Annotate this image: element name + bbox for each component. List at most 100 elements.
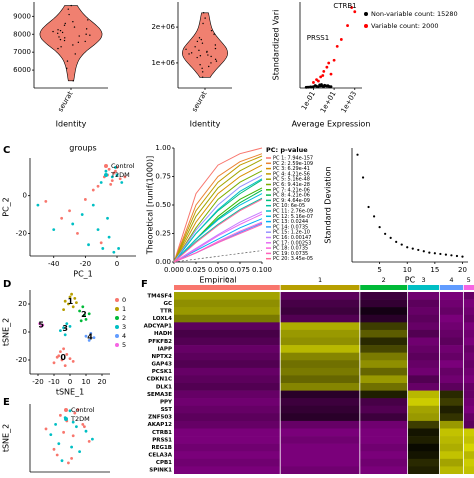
heat-cell bbox=[280, 405, 360, 414]
point bbox=[322, 69, 326, 73]
point bbox=[76, 408, 80, 412]
heat-cell bbox=[439, 405, 464, 414]
heat-cell bbox=[174, 352, 281, 361]
point bbox=[214, 47, 217, 50]
point bbox=[72, 21, 74, 23]
y-tick-label: 0.75 bbox=[155, 173, 171, 181]
point bbox=[389, 236, 392, 239]
point bbox=[84, 334, 88, 338]
heat-cell bbox=[407, 420, 440, 429]
heat-cell bbox=[359, 398, 408, 407]
heat-cell bbox=[280, 292, 360, 300]
heat-cell bbox=[359, 458, 408, 467]
point bbox=[70, 457, 73, 460]
point bbox=[199, 64, 201, 66]
heat-cell bbox=[463, 329, 474, 338]
legend-label: PC 6: 9.41e-28 bbox=[273, 182, 310, 188]
point bbox=[114, 166, 117, 169]
cluster-bar bbox=[439, 285, 464, 290]
gene-label: ADCYAP1 bbox=[144, 324, 173, 330]
point bbox=[361, 176, 365, 179]
heat-cell bbox=[359, 352, 408, 361]
heat-cell bbox=[463, 405, 474, 414]
y-tick-label: 1.00 bbox=[155, 144, 171, 152]
legend-marker bbox=[64, 417, 68, 421]
point bbox=[89, 332, 93, 335]
point bbox=[65, 353, 69, 356]
point bbox=[63, 39, 66, 42]
heat-cell bbox=[439, 420, 464, 429]
legend-marker bbox=[115, 343, 119, 347]
point bbox=[59, 29, 62, 32]
gene-label: CPB1 bbox=[156, 460, 172, 466]
point bbox=[208, 65, 210, 68]
x-tick-label: -40 bbox=[48, 260, 59, 268]
heat-cell bbox=[407, 428, 440, 437]
heat-cell bbox=[439, 413, 464, 422]
point bbox=[60, 216, 64, 220]
heat-cell bbox=[359, 367, 408, 376]
point bbox=[89, 34, 91, 36]
x-tick-label: 0 bbox=[68, 378, 72, 386]
point bbox=[332, 58, 336, 62]
heat-cell bbox=[407, 329, 440, 338]
point bbox=[87, 339, 91, 342]
point bbox=[312, 81, 315, 84]
point bbox=[114, 169, 117, 173]
legend-label: 3 bbox=[122, 323, 126, 331]
point bbox=[199, 55, 202, 57]
annotation: CTRB1 bbox=[333, 2, 356, 10]
point bbox=[112, 250, 116, 254]
heat-cell bbox=[359, 299, 408, 308]
annotation: PRSS1 bbox=[307, 34, 329, 42]
heat-cell bbox=[280, 322, 360, 331]
legend-label: PC 19: 0.0735 bbox=[273, 251, 308, 257]
heat-cell bbox=[407, 443, 440, 452]
heat-cell bbox=[280, 428, 360, 437]
heat-cell bbox=[407, 345, 440, 353]
cluster-label: 4 bbox=[87, 332, 93, 341]
heat-cell bbox=[174, 314, 281, 323]
heat-cell bbox=[439, 322, 464, 331]
y-tick-label: -20 bbox=[16, 356, 27, 364]
gene-label: NPTX2 bbox=[152, 354, 173, 360]
legend-marker bbox=[115, 316, 119, 320]
heat-cell bbox=[174, 443, 281, 452]
chart-title: groups bbox=[69, 144, 96, 153]
point bbox=[61, 31, 64, 34]
legend-label: PC 9: 4.64e-09 bbox=[273, 198, 310, 204]
legend-label: T2DM bbox=[110, 171, 130, 179]
heat-cell bbox=[359, 451, 408, 460]
point bbox=[63, 24, 66, 26]
point bbox=[71, 434, 75, 438]
heat-cell bbox=[174, 420, 281, 429]
heat-cell bbox=[463, 383, 474, 391]
point bbox=[67, 302, 70, 306]
heat-cell bbox=[174, 367, 281, 376]
heat-cell bbox=[407, 314, 440, 323]
point bbox=[83, 198, 87, 201]
heat-cell bbox=[280, 443, 360, 452]
heat-cell bbox=[463, 360, 474, 369]
legend-label: PC 7: 4.21e-06 bbox=[273, 187, 310, 193]
point bbox=[313, 84, 317, 87]
point bbox=[200, 38, 202, 41]
line bbox=[173, 223, 263, 263]
point bbox=[213, 33, 215, 35]
legend-label: PC 5: 5.16e-48 bbox=[273, 177, 310, 183]
point bbox=[68, 209, 71, 213]
y-axis-label: PC_2 bbox=[2, 197, 11, 217]
panel-label: F bbox=[141, 279, 148, 290]
x-axis-label: PC_1 bbox=[73, 270, 93, 279]
point bbox=[461, 255, 464, 258]
cluster-bar bbox=[463, 285, 474, 290]
heat-cell bbox=[280, 383, 360, 391]
cluster-label: 1 bbox=[318, 276, 322, 284]
heat-cell bbox=[359, 360, 408, 369]
heat-cell bbox=[174, 375, 281, 384]
panel-label: D bbox=[3, 279, 11, 290]
y-tick-label: 1e+06 bbox=[151, 59, 175, 67]
heat-cell bbox=[359, 383, 408, 391]
point bbox=[202, 12, 205, 14]
point bbox=[106, 216, 109, 220]
